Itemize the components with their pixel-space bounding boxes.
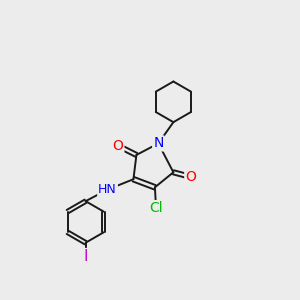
- Text: O: O: [185, 170, 196, 184]
- Text: N: N: [153, 136, 164, 150]
- Text: I: I: [83, 249, 88, 264]
- Text: HN: HN: [98, 183, 117, 196]
- Text: Cl: Cl: [149, 201, 163, 215]
- Text: O: O: [112, 139, 123, 153]
